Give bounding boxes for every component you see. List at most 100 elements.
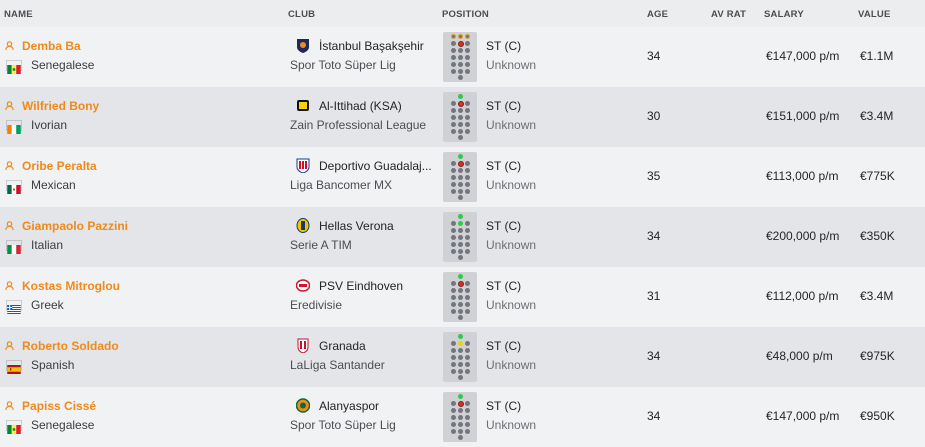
pitch-dot: [458, 189, 463, 194]
pitch-dot: [465, 69, 470, 74]
pitch-dot: [451, 369, 456, 374]
person-icon: [5, 101, 14, 110]
club-name-link[interactable]: PSV Eindhoven: [319, 279, 404, 293]
pitch-dot: [458, 62, 463, 67]
value-value: €975K: [860, 349, 895, 363]
pitch-dot: [458, 242, 463, 247]
player-name-link[interactable]: Kostas Mitroglou: [22, 279, 120, 293]
player-name-link[interactable]: Roberto Soldado: [22, 339, 119, 353]
player-name-link[interactable]: Wilfried Bony: [22, 99, 100, 113]
nationality-label: Greek: [31, 298, 64, 312]
pitch-dot: [458, 214, 463, 219]
pitch-dot: [465, 249, 470, 254]
pitch-dot: [451, 355, 456, 360]
salary-value: €200,000 p/m: [766, 229, 840, 243]
pitch-dot: [451, 161, 456, 166]
person-icon: [5, 401, 14, 410]
column-header-club[interactable]: CLUB: [288, 9, 316, 20]
pitch-dot: [451, 249, 456, 254]
pitch-dot: [458, 315, 463, 320]
player-name-link[interactable]: Giampaolo Pazzini: [22, 219, 129, 233]
table-row[interactable]: Wilfried Bony Ivorian Al-Ittihad (KSA) Z…: [0, 87, 925, 147]
league-name-link[interactable]: LaLiga Santander: [290, 358, 385, 372]
position-pitch-icon: [443, 212, 477, 262]
pitch-dot: [458, 348, 463, 353]
table-row[interactable]: Oribe Peralta Mexican Deportivo Guadalaj…: [0, 147, 925, 207]
club-name-link[interactable]: Granada: [319, 339, 366, 353]
column-header-name[interactable]: NAME: [4, 9, 33, 20]
player-name-link[interactable]: Papiss Cissé: [22, 399, 97, 413]
salary-value: €48,000 p/m: [766, 349, 833, 363]
club-name-link[interactable]: Al-Ittihad (KSA): [319, 99, 402, 113]
pitch-dot: [451, 422, 456, 427]
league-name-link[interactable]: Zain Professional League: [290, 118, 427, 132]
league-name-link[interactable]: Spor Toto Süper Lig: [290, 418, 396, 432]
club-badge-icon: [296, 38, 310, 53]
pitch-dot: [458, 355, 463, 360]
pitch-dot: [451, 41, 456, 46]
pitch-dot: [458, 309, 463, 314]
pitch-dot: [458, 135, 463, 140]
club-name-link[interactable]: İstanbul Başakşehir: [319, 39, 424, 53]
pitch-dot: [465, 355, 470, 360]
nationality-label: Spanish: [31, 358, 75, 372]
player-name-link[interactable]: Oribe Peralta: [22, 159, 97, 173]
pitch-dot: [458, 288, 463, 293]
club-badge-icon: [296, 218, 310, 233]
table-row[interactable]: Kostas Mitroglou Greek PSV Eindhoven Ere…: [0, 267, 925, 327]
pitch-dot: [465, 309, 470, 314]
pitch-dot: [451, 34, 456, 39]
club-name-link[interactable]: Deportivo Guadalaj...: [319, 159, 432, 173]
position-label: ST (C): [486, 279, 522, 293]
column-header-av-rat[interactable]: AV RAT: [711, 9, 747, 20]
nationality-flag-icon: [6, 240, 22, 254]
pitch-dot: [458, 235, 463, 240]
table-row[interactable]: Demba Ba Senegalese İstanbul Başakşehir …: [0, 27, 925, 87]
pitch-dot: [458, 394, 463, 399]
league-name-link[interactable]: Serie A TIM: [290, 238, 352, 252]
pitch-dot: [458, 429, 463, 434]
nationality-flag-icon: [6, 420, 22, 434]
nationality-flag-icon: [6, 180, 22, 194]
pitch-dot: [465, 408, 470, 413]
salary-value: €113,000 p/m: [766, 169, 839, 183]
club-name-link[interactable]: Alanyaspor: [319, 399, 380, 413]
pitch-dot: [451, 115, 456, 120]
player-name-link[interactable]: Demba Ba: [22, 39, 81, 53]
pitch-dot: [465, 129, 470, 134]
league-name-link[interactable]: Eredivisie: [290, 298, 343, 312]
pitch-dot: [451, 341, 456, 346]
column-header-salary[interactable]: SALARY: [764, 9, 804, 20]
table-row[interactable]: Papiss Cissé Senegalese Alanyaspor Spor …: [0, 387, 925, 447]
table-row[interactable]: Roberto Soldado Spanish Granada LaLiga S…: [0, 327, 925, 387]
value-value: €3.4M: [860, 109, 894, 123]
column-header-position[interactable]: POSITION: [442, 9, 489, 20]
pitch-dot: [465, 221, 470, 226]
pitch-dot: [451, 302, 456, 307]
club-name-link[interactable]: Hellas Verona: [319, 219, 394, 233]
person-icon: [5, 341, 14, 350]
pitch-dot: [451, 55, 456, 60]
pitch-dot: [451, 295, 456, 300]
pitch-dot: [458, 154, 463, 159]
league-name-link[interactable]: Liga Bancomer MX: [290, 178, 393, 192]
column-header-age[interactable]: AGE: [647, 9, 669, 20]
role-label: Unknown: [486, 118, 537, 132]
pitch-dot: [465, 62, 470, 67]
value-value: €950K: [860, 409, 895, 423]
age-value: 31: [647, 289, 661, 303]
table-row[interactable]: Giampaolo Pazzini Italian Hellas Verona …: [0, 207, 925, 267]
pitch-dot: [451, 362, 456, 367]
nationality-flag-icon: [6, 60, 22, 74]
pitch-dot: [465, 295, 470, 300]
column-header-value[interactable]: VALUE: [858, 9, 891, 20]
club-badge-icon: [295, 398, 311, 413]
pitch-dot: [451, 48, 456, 53]
pitch-dot: [465, 34, 470, 39]
value-value: €1.1M: [860, 49, 894, 63]
league-name-link[interactable]: Spor Toto Süper Lig: [290, 58, 396, 72]
nationality-label: Senegalese: [31, 58, 95, 72]
pitch-dot: [458, 295, 463, 300]
pitch-dot: [458, 108, 463, 113]
role-label: Unknown: [486, 298, 537, 312]
